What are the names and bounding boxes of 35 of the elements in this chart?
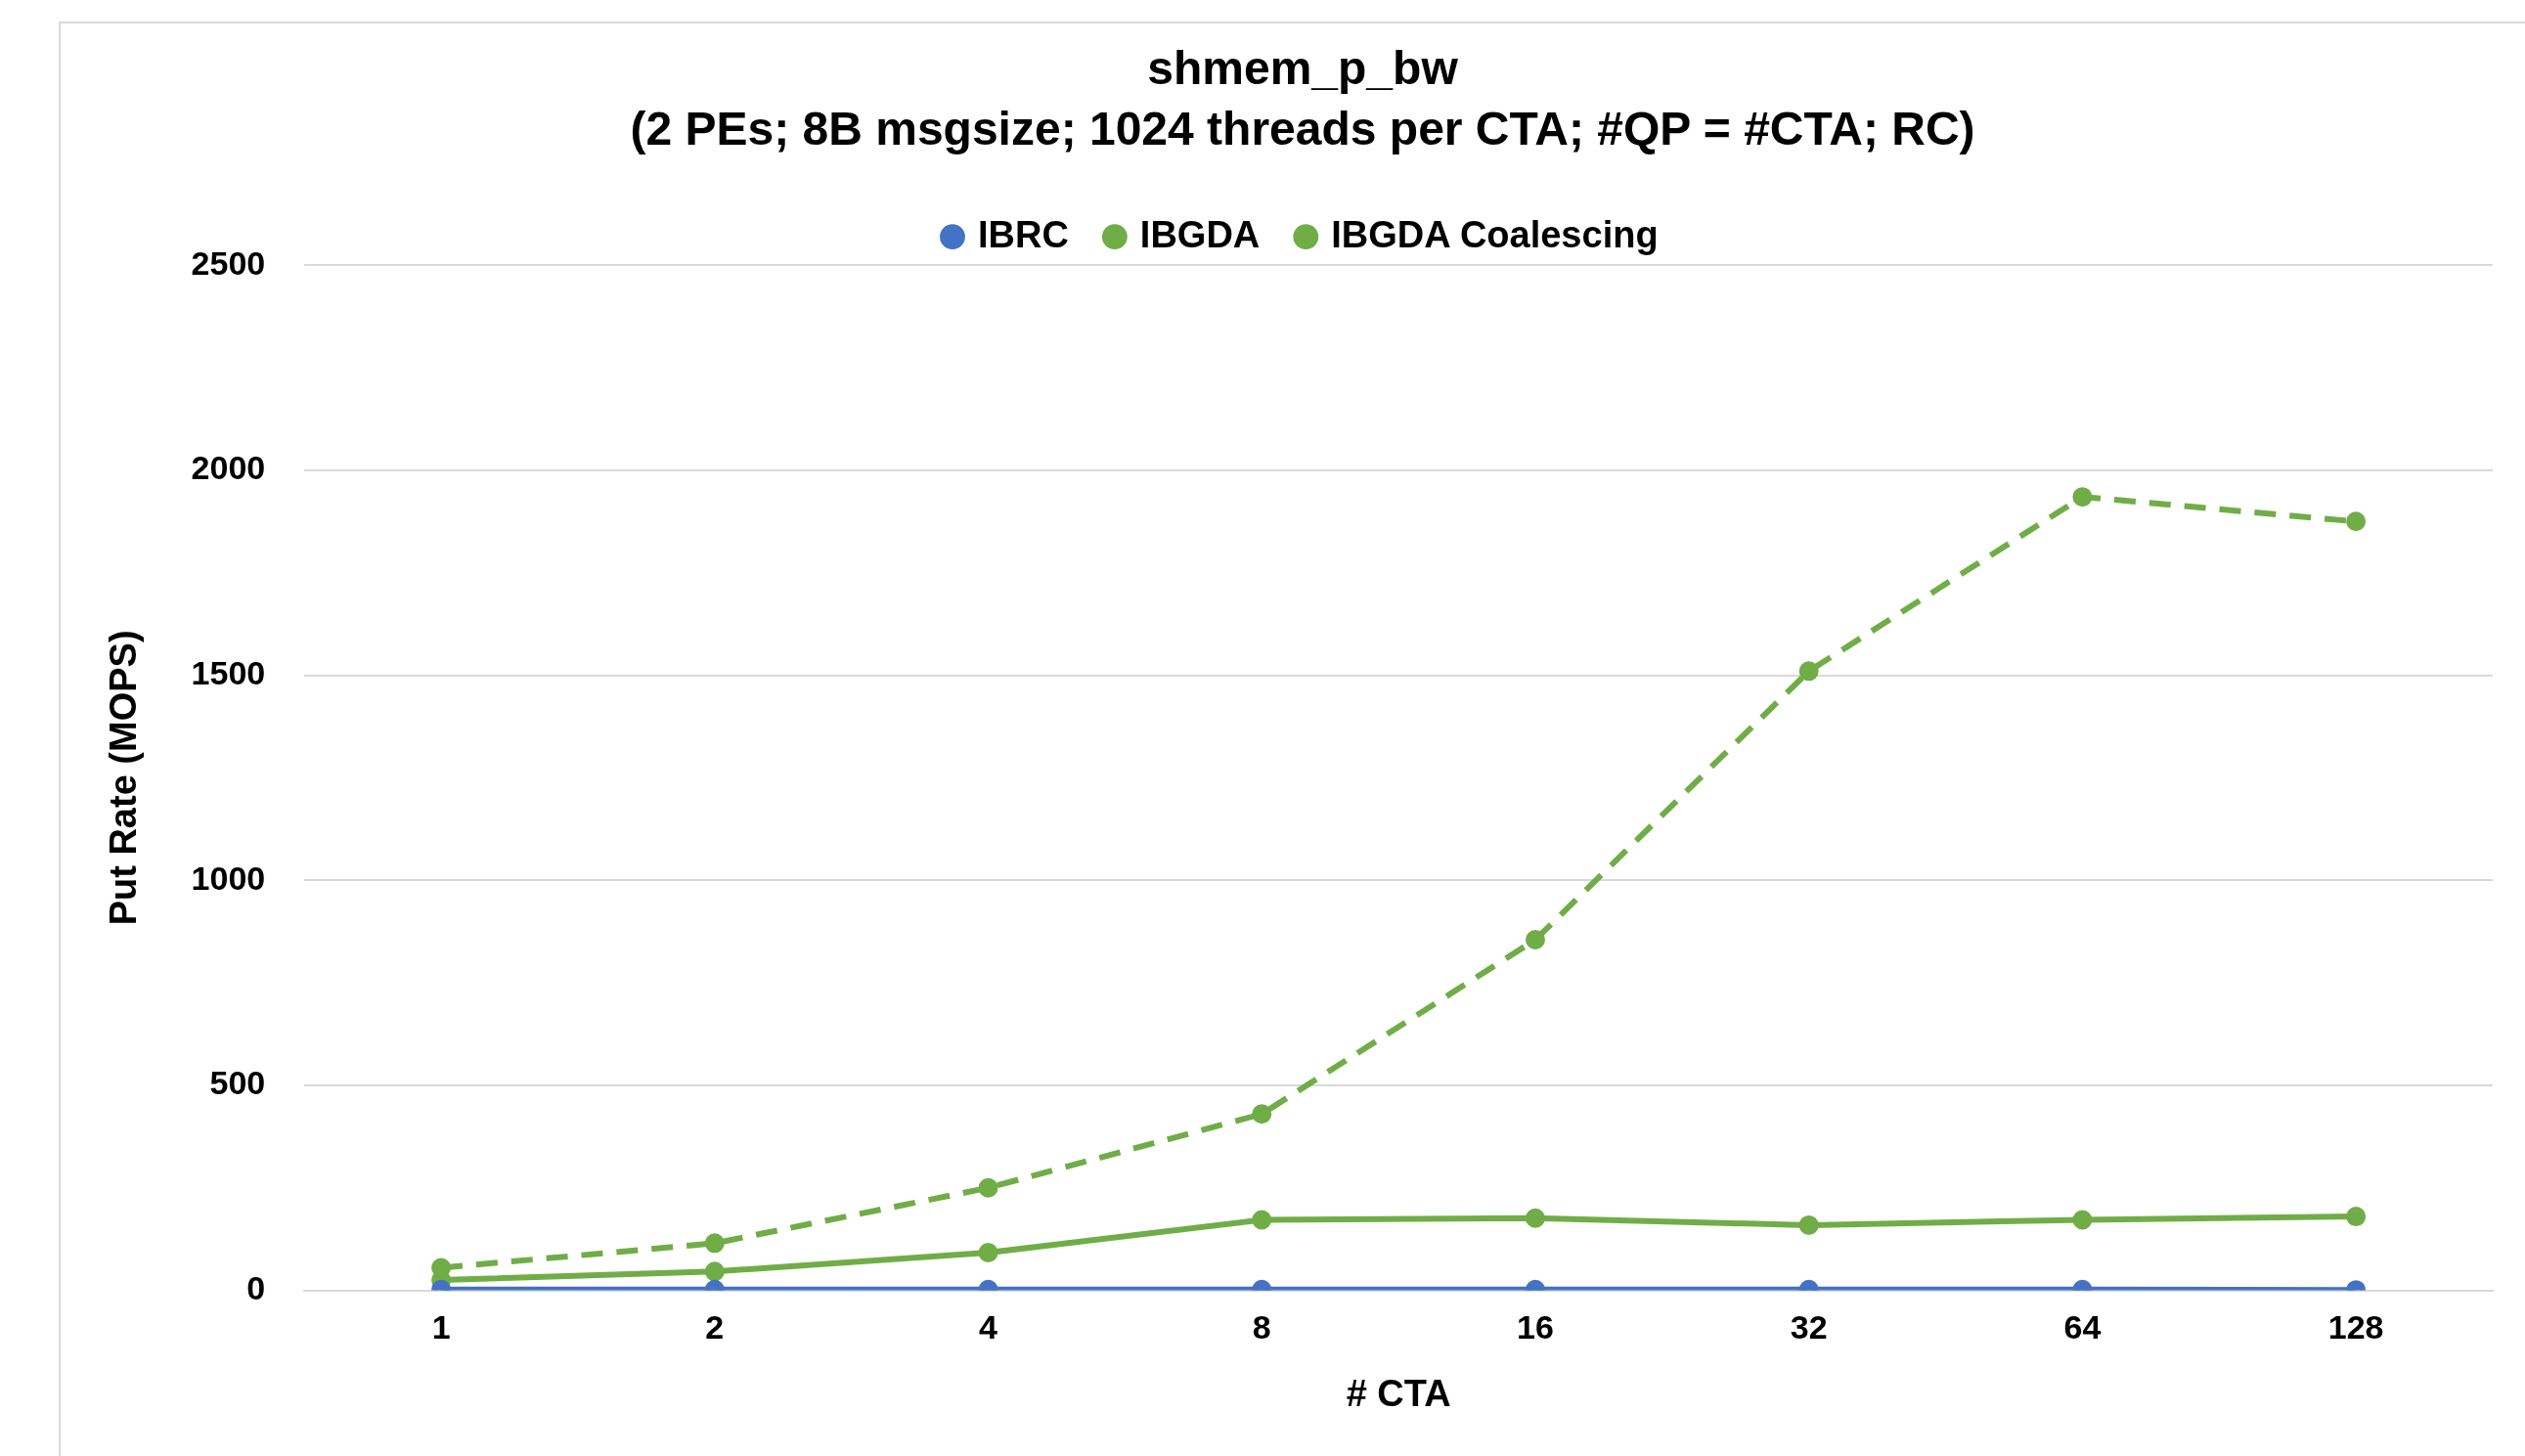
point <box>2072 487 2093 507</box>
point <box>704 1261 725 1282</box>
x-tick-label: 2 <box>705 1308 725 1346</box>
x-tick-label: 128 <box>2327 1308 2384 1346</box>
chart-title: shmem_p_bw <box>1147 42 1459 95</box>
x-axis-title: # CTA <box>1346 1372 1451 1414</box>
x-tick-label: 64 <box>2063 1308 2102 1346</box>
point <box>1798 661 1819 682</box>
y-tick-label: 500 <box>209 1064 266 1102</box>
point <box>1525 930 1545 950</box>
point <box>1798 1214 1819 1235</box>
y-tick-label: 0 <box>246 1268 266 1306</box>
y-tick-label: 1000 <box>191 859 266 897</box>
y-axis-title: Put Rate (MOPS) <box>103 630 145 926</box>
y-tick-label: 1500 <box>191 653 266 691</box>
point <box>1525 1208 1545 1228</box>
point <box>2346 511 2367 532</box>
point <box>2346 1207 2367 1227</box>
point <box>704 1233 725 1254</box>
point <box>2072 1210 2093 1230</box>
legend-label: IBGDA <box>1139 213 1261 255</box>
x-tick-label: 8 <box>1252 1308 1271 1346</box>
point <box>978 1177 998 1198</box>
x-tick-label: 4 <box>979 1308 998 1346</box>
chart-subtitle: (2 PEs; 8B msgsize; 1024 threads per CTA; #QP = #CTA; RC) <box>630 102 1975 154</box>
x-tick-label: 1 <box>431 1308 451 1346</box>
x-tick-label: 16 <box>1517 1308 1554 1346</box>
y-tick-label: 2500 <box>191 243 266 282</box>
y-tick-label: 2000 <box>191 449 266 487</box>
point <box>978 1243 998 1263</box>
legend-label: IBGDA Coalescing <box>1331 213 1659 255</box>
x-tick-label: 32 <box>1790 1308 1828 1346</box>
point <box>1252 1210 1272 1230</box>
point <box>1252 1104 1272 1125</box>
legend-label: IBRC <box>977 213 1069 255</box>
